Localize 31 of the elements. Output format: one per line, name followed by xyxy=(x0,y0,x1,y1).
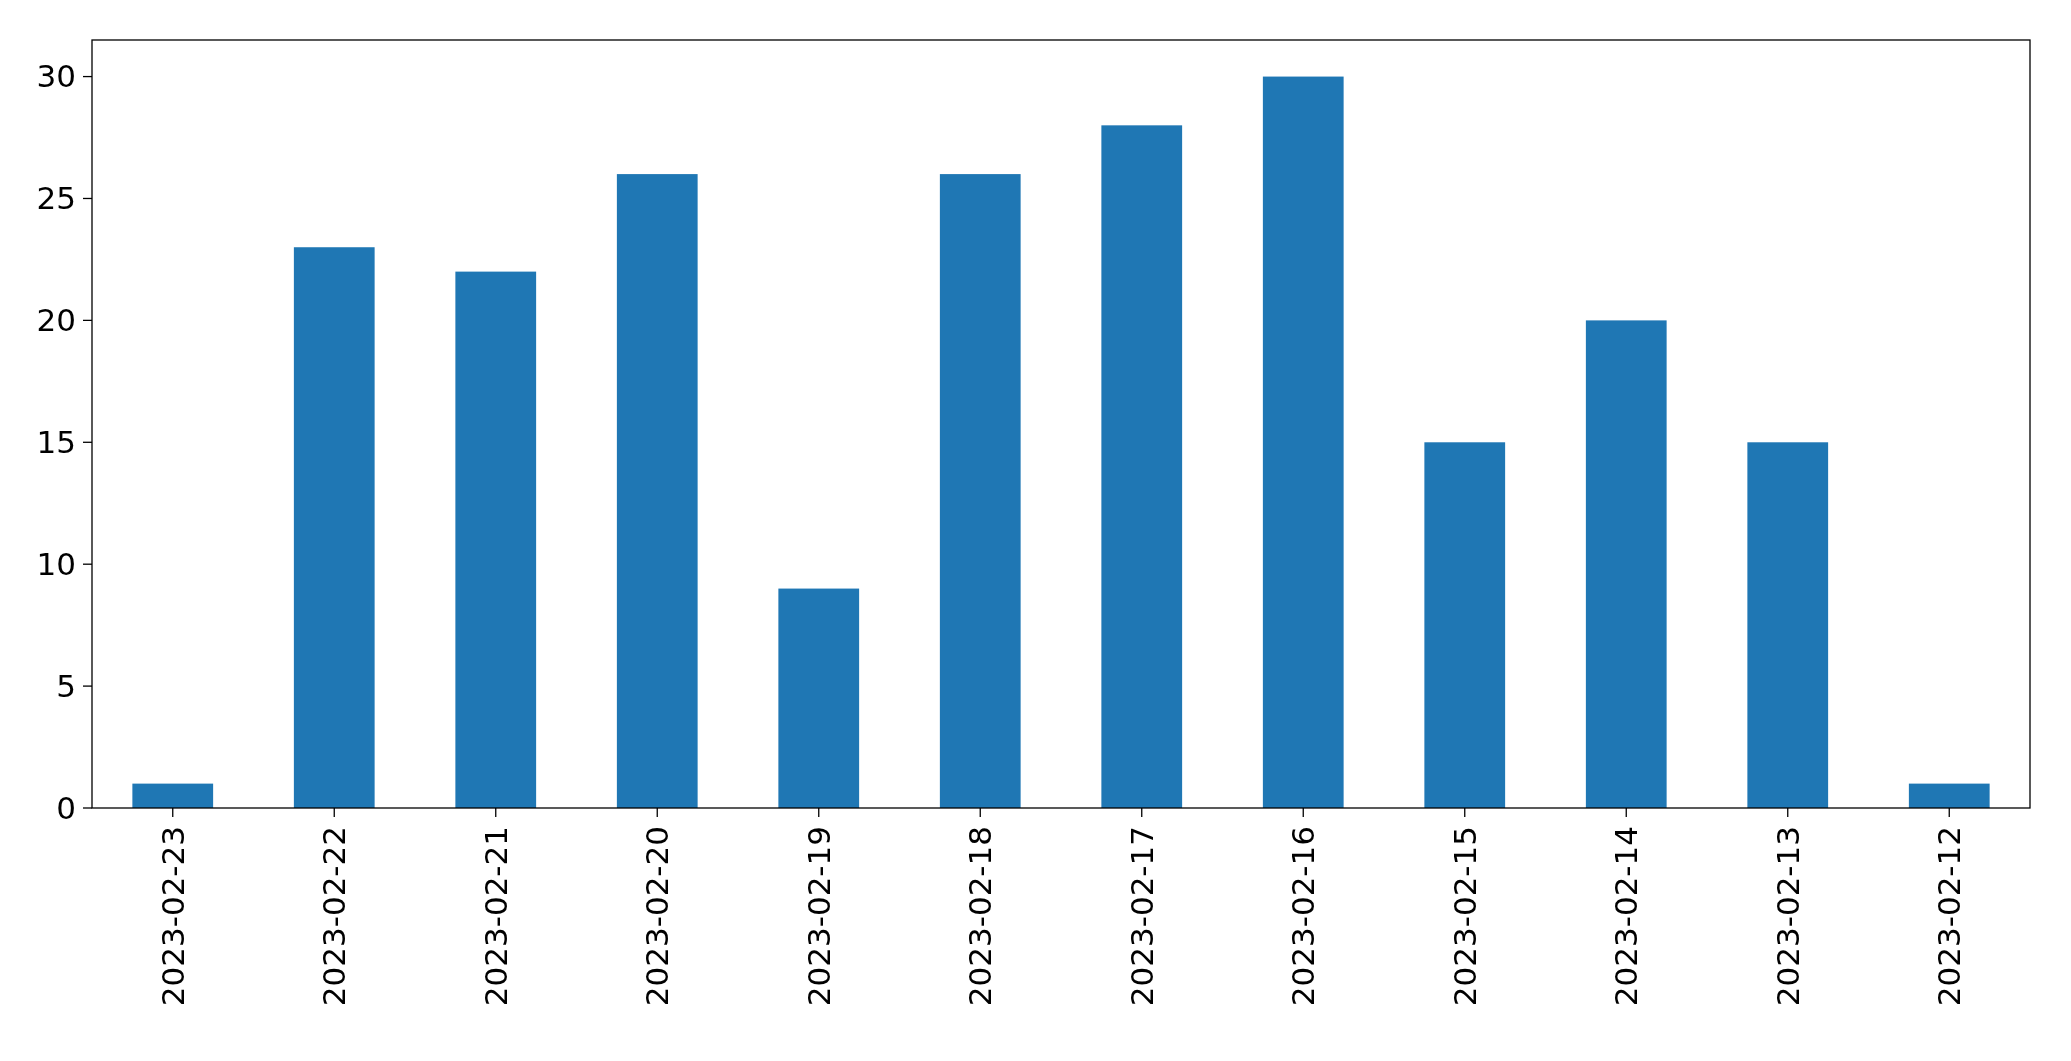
bar xyxy=(616,174,698,808)
bar xyxy=(455,271,537,808)
bar xyxy=(293,247,375,808)
bar xyxy=(1908,783,1990,808)
bar xyxy=(778,588,860,808)
y-tick-label: 25 xyxy=(36,180,76,217)
x-tick-label: 2023-02-16 xyxy=(1285,826,1322,1007)
x-tick-label: 2023-02-17 xyxy=(1123,826,1160,1007)
y-tick-label: 30 xyxy=(36,58,76,95)
bar xyxy=(1262,76,1344,808)
x-tick-label: 2023-02-15 xyxy=(1446,826,1483,1007)
x-tick-label: 2023-02-21 xyxy=(477,826,514,1007)
bar xyxy=(132,783,214,808)
x-tick-label: 2023-02-14 xyxy=(1608,826,1645,1007)
x-tick-label: 2023-02-19 xyxy=(800,826,837,1007)
y-tick-label: 0 xyxy=(56,789,76,826)
bar xyxy=(1424,442,1506,808)
bar xyxy=(1585,320,1667,808)
x-tick-label: 2023-02-13 xyxy=(1769,826,1806,1007)
bar xyxy=(1747,442,1829,808)
bar xyxy=(939,174,1021,808)
y-tick-label: 10 xyxy=(36,546,76,583)
y-tick-label: 15 xyxy=(36,424,76,461)
x-tick-label: 2023-02-12 xyxy=(1931,826,1968,1007)
x-tick-label: 2023-02-18 xyxy=(962,826,999,1007)
x-tick-label: 2023-02-20 xyxy=(639,826,676,1007)
x-tick-label: 2023-02-23 xyxy=(154,826,191,1007)
y-tick-label: 5 xyxy=(56,667,76,704)
x-tick-label: 2023-02-22 xyxy=(316,826,353,1007)
bar xyxy=(1101,125,1183,808)
y-tick-label: 20 xyxy=(36,302,76,339)
